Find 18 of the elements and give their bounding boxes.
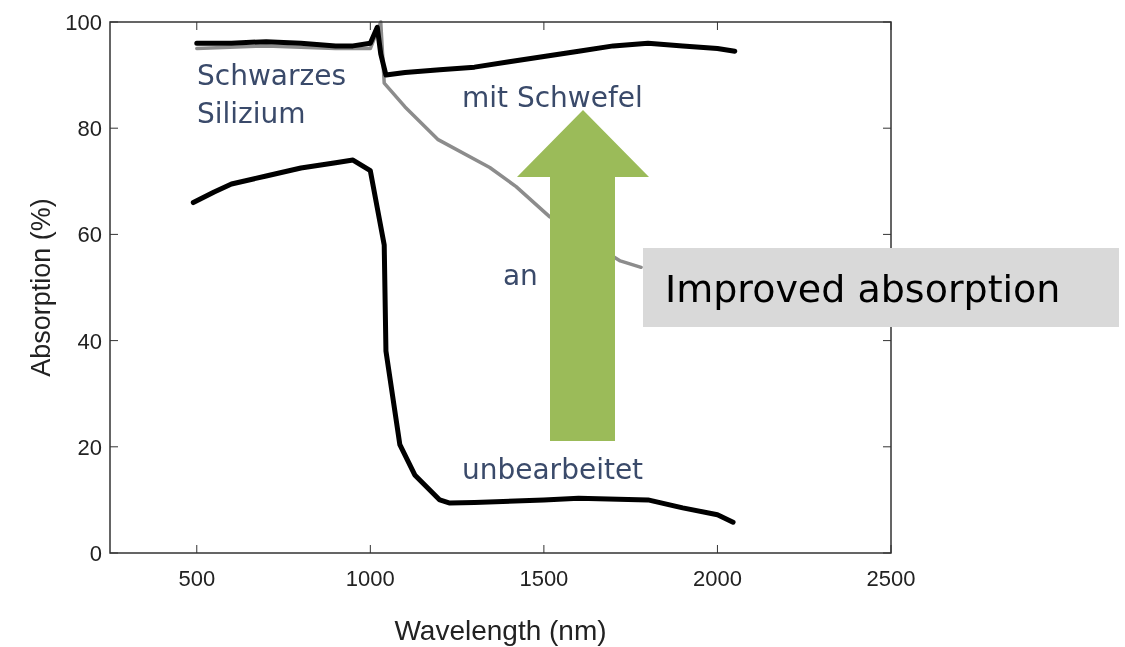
- x-tick-label: 1000: [345, 566, 395, 591]
- annotation: Improved absorption: [665, 267, 1061, 311]
- x-axis-title: Wavelength (nm): [394, 615, 607, 646]
- y-axis-title: Absorption (%): [26, 198, 56, 377]
- y-tick-label: 60: [77, 222, 102, 248]
- series-label: an: [502, 258, 538, 292]
- x-tick-label: 1500: [519, 566, 569, 591]
- y-tick-label: 20: [77, 434, 102, 460]
- y-tick-label: 80: [77, 116, 102, 142]
- series-label: unbearbeitet: [461, 452, 644, 486]
- y-tick-label: 40: [77, 328, 102, 354]
- annotation: Schwarzes Silizium: [197, 59, 346, 130]
- y-tick-label: 0: [89, 541, 102, 566]
- x-tick-label: 2000: [692, 566, 742, 591]
- x-tick-label: 500: [178, 566, 216, 591]
- x-tick-label: 2500: [866, 566, 916, 591]
- series-label: mit Schwefel: [461, 80, 643, 114]
- y-tick-label: 100: [65, 10, 102, 35]
